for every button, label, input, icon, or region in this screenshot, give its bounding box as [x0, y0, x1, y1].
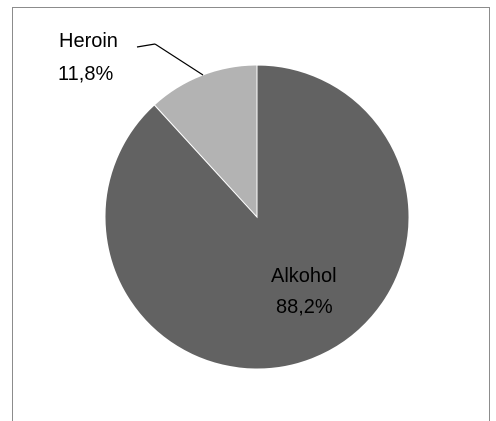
alkohol-label: Alkohol [271, 265, 337, 287]
heroin-leader-line [136, 43, 156, 48]
pie-slice-heroin [153, 64, 258, 219]
pie-slices [104, 64, 410, 370]
alkohol-percent-label: 88,2% [276, 296, 333, 318]
heroin-percent-label: 11,8% [58, 63, 113, 85]
heroin-leader-line-segment [154, 43, 204, 76]
heroin-label: Heroin [59, 30, 118, 52]
